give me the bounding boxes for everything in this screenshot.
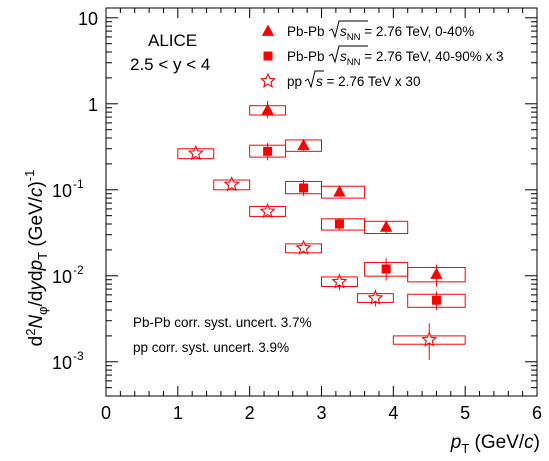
legend-text-system: Pb-Pb bbox=[287, 49, 325, 64]
legend-entry-pbpb-peripheral: Pb-Pb sNN = 2.76 TeV, 40-90% x 3 bbox=[287, 45, 503, 68]
data-point bbox=[187, 144, 204, 161]
sqrt-sign-icon bbox=[328, 45, 368, 64]
legend-square-icon bbox=[263, 51, 273, 61]
sqrt-sign-icon bbox=[328, 20, 368, 39]
sqrt-sign-icon bbox=[304, 70, 324, 89]
legend-text-energy: sNN = 2.76 TeV, 0-40% bbox=[340, 24, 474, 43]
data-point bbox=[381, 264, 391, 274]
y-tick-label: 10 bbox=[52, 267, 72, 287]
syst-box bbox=[321, 218, 366, 231]
legend-triangle-icon bbox=[261, 24, 275, 36]
legend-text-system: Pb-Pb bbox=[287, 24, 325, 39]
data-marks bbox=[177, 100, 466, 360]
x-tick-label: 0 bbox=[101, 403, 111, 423]
x-tick-label: 4 bbox=[388, 403, 398, 423]
data-point bbox=[259, 203, 276, 219]
x-axis-ticks bbox=[105, 8, 538, 396]
legend-markers bbox=[259, 24, 277, 88]
x-tick-label: 2 bbox=[245, 403, 255, 423]
data-point bbox=[263, 146, 273, 156]
legend-star-icon bbox=[259, 72, 277, 88]
x-tick-label: 1 bbox=[173, 403, 183, 423]
y-tick-label: 10 bbox=[52, 181, 72, 201]
y-tick-label-exponent: -1 bbox=[73, 177, 84, 191]
data-point bbox=[379, 220, 393, 232]
annotation-pp-syst: pp corr. syst. uncert. 3.9% bbox=[133, 340, 289, 355]
data-point bbox=[297, 138, 310, 151]
y-tick-label-exponent: -2 bbox=[73, 263, 84, 277]
series-open-star bbox=[177, 144, 466, 360]
legend-text-energy: sNN = 2.76 TeV, 40-90% x 3 bbox=[340, 49, 503, 68]
y-tick-label-exponent: -3 bbox=[73, 349, 84, 363]
legend-entry-pp: pp s = 2.76 TeV x 30 bbox=[287, 70, 420, 89]
data-point bbox=[367, 289, 384, 305]
experiment-label: ALICE bbox=[148, 31, 197, 50]
legend-text-energy: s = 2.76 TeV x 30 bbox=[316, 74, 420, 89]
series-square bbox=[249, 143, 466, 311]
data-point bbox=[261, 103, 274, 115]
x-tick-labels: 0 1 2 3 4 5 6 bbox=[101, 403, 542, 423]
legend-entry-pbpb-central: Pb-Pb sNN = 2.76 TeV, 0-40% bbox=[287, 20, 474, 43]
data-point bbox=[331, 273, 348, 289]
x-tick-label: 3 bbox=[316, 403, 326, 423]
rapidity-label: 2.5 < y < 4 bbox=[130, 55, 210, 74]
y-axis-label: d2Nφ/dydpT (GeV/c)-1 bbox=[22, 170, 50, 347]
legend-text-system: pp bbox=[287, 74, 302, 89]
legend: Pb-Pb sNN = 2.76 TeV, 0-40% Pb-Pb sNN = … bbox=[259, 20, 503, 89]
data-point bbox=[421, 331, 438, 347]
y-tick-label: 1 bbox=[88, 95, 98, 115]
annotation-pbpb-syst: Pb-Pb corr. syst. uncert. 3.7% bbox=[133, 315, 312, 330]
y-tick-label: 10 bbox=[78, 9, 98, 29]
y-tick-label: 10 bbox=[52, 353, 72, 373]
data-point bbox=[295, 239, 312, 255]
data-point bbox=[431, 295, 441, 305]
x-axis-label: pT (GeV/c) bbox=[450, 432, 540, 456]
data-point bbox=[430, 267, 443, 279]
x-tick-label: 6 bbox=[532, 403, 542, 423]
data-point bbox=[299, 183, 309, 193]
data-point bbox=[223, 176, 240, 192]
data-point bbox=[333, 185, 346, 197]
data-point bbox=[334, 219, 344, 229]
x-tick-label: 5 bbox=[460, 403, 470, 423]
y-axis-ticks bbox=[106, 17, 537, 397]
